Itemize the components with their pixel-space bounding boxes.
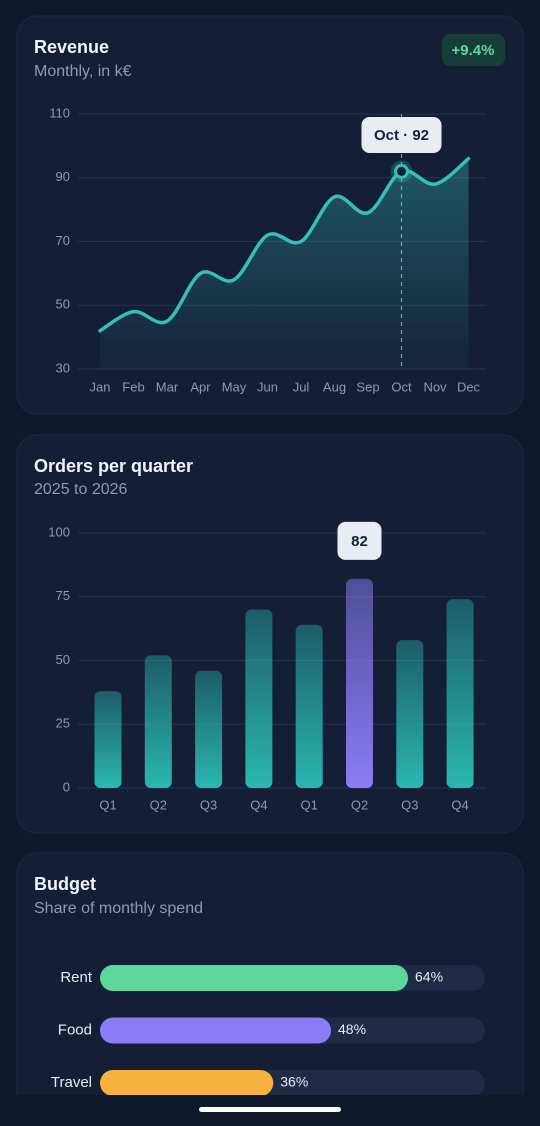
x-tick-label: Q2 bbox=[351, 797, 368, 812]
chart-subtitle: Share of monthly spend bbox=[34, 900, 203, 917]
category-label: Travel bbox=[51, 1074, 92, 1091]
bar bbox=[295, 624, 323, 788]
x-tick-label: Jan bbox=[90, 379, 111, 394]
x-tick-label: Apr bbox=[190, 379, 211, 394]
highlight-point bbox=[394, 163, 409, 179]
bar bbox=[100, 1070, 274, 1096]
chart-subtitle: Monthly, in k€ bbox=[34, 63, 132, 80]
y-tick-label: 0 bbox=[63, 779, 70, 794]
x-tick-label: Dec bbox=[457, 379, 481, 394]
value-label: 64% bbox=[415, 969, 443, 985]
value-label: 48% bbox=[338, 1021, 366, 1037]
bar bbox=[100, 965, 408, 991]
value-label: 36% bbox=[280, 1074, 308, 1090]
x-tick-label: Mar bbox=[156, 379, 179, 394]
x-tick-label: May bbox=[222, 379, 247, 394]
y-tick-label: 100 bbox=[48, 524, 70, 539]
x-tick-label: Q1 bbox=[99, 797, 116, 812]
y-tick-label: 50 bbox=[56, 652, 70, 667]
chart-title: Budget bbox=[34, 874, 96, 894]
x-tick-label: Q2 bbox=[150, 797, 167, 812]
bar bbox=[94, 691, 122, 788]
x-tick-label: Aug bbox=[323, 379, 346, 394]
category-label: Rent bbox=[60, 969, 93, 986]
x-tick-label: Q3 bbox=[200, 797, 217, 812]
bar bbox=[100, 1017, 331, 1044]
bar bbox=[195, 670, 223, 788]
y-tick-label: 25 bbox=[56, 716, 70, 731]
badge bbox=[442, 34, 505, 66]
chart-title: Revenue bbox=[34, 37, 109, 57]
tooltip-text: Oct · 92 bbox=[374, 127, 429, 144]
x-tick-label: Q1 bbox=[301, 797, 318, 812]
chart-title: Orders per quarter bbox=[34, 456, 193, 476]
x-tick-label: Q4 bbox=[250, 797, 267, 812]
x-tick-label: Q4 bbox=[451, 797, 468, 812]
y-tick-label: 75 bbox=[56, 588, 70, 603]
bar bbox=[446, 599, 474, 788]
x-tick-label: Jul bbox=[293, 379, 310, 394]
tooltip-text: 82 bbox=[351, 533, 368, 550]
x-tick-label: Q3 bbox=[401, 797, 418, 812]
x-tick-label: Sep bbox=[356, 379, 379, 394]
bar bbox=[346, 578, 373, 788]
y-tick-label: 110 bbox=[49, 105, 70, 120]
x-tick-label: Jun bbox=[257, 379, 278, 394]
x-tick-label: Feb bbox=[122, 379, 144, 394]
category-label: Food bbox=[58, 1021, 92, 1038]
x-tick-label: Oct bbox=[391, 379, 412, 394]
bar bbox=[245, 609, 273, 788]
tooltip bbox=[337, 521, 382, 560]
chart-subtitle: 2025 to 2026 bbox=[34, 481, 128, 498]
y-tick-label: 30 bbox=[56, 360, 70, 375]
home-indicator bbox=[199, 1107, 341, 1112]
tooltip bbox=[361, 117, 442, 153]
bar bbox=[144, 655, 172, 788]
y-tick-label: 70 bbox=[56, 233, 70, 248]
bar bbox=[396, 640, 424, 788]
y-tick-label: 50 bbox=[56, 297, 70, 312]
x-tick-label: Nov bbox=[423, 379, 447, 394]
y-tick-label: 90 bbox=[56, 169, 70, 184]
badge-text: +9.4% bbox=[452, 42, 495, 59]
area bbox=[100, 158, 469, 369]
